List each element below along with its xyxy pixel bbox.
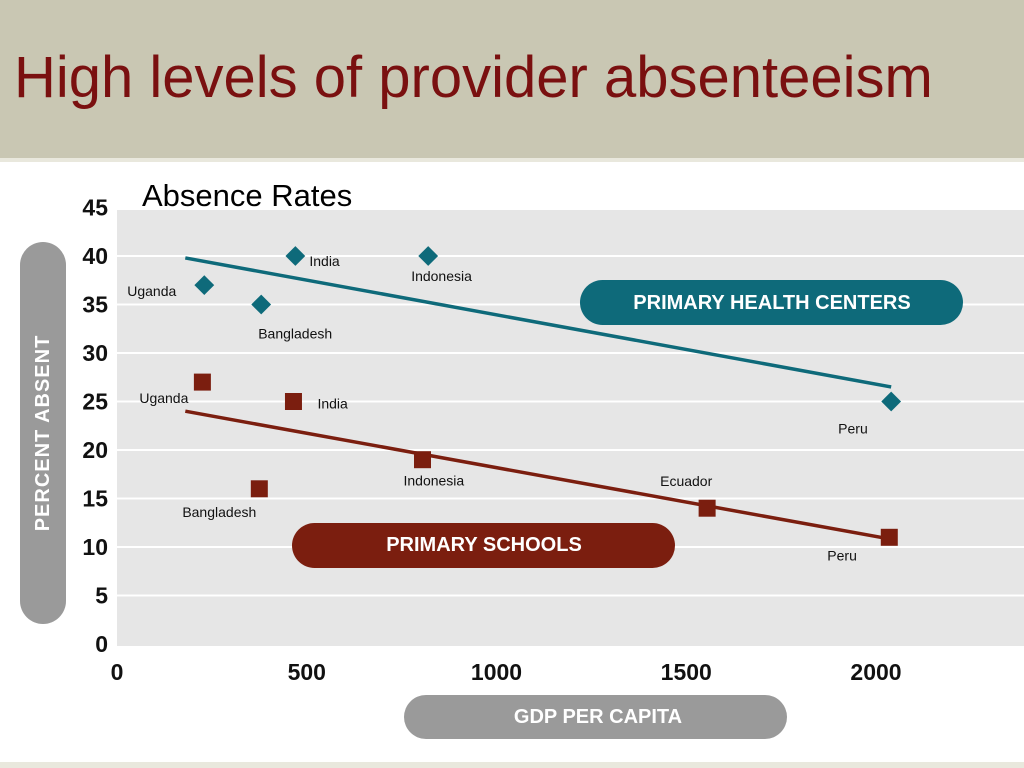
y-tick-label: 15	[82, 486, 108, 512]
y-tick-label: 40	[82, 243, 108, 269]
trend-line	[184, 256, 892, 389]
x-axis-label: GDP PER CAPITA	[514, 706, 682, 728]
schools-legend-label: PRIMARY SCHOOLS	[386, 534, 582, 556]
health-center-point	[285, 246, 306, 266]
footer-divider	[0, 762, 1024, 768]
trend-lines	[184, 256, 892, 541]
y-tick-label: 0	[95, 631, 108, 657]
data-points	[193, 246, 902, 546]
school-point	[193, 373, 211, 391]
x-tick-label: 2000	[850, 659, 901, 685]
plot-area	[117, 210, 1024, 646]
point-label: Indonesia	[411, 268, 472, 284]
school-point	[250, 480, 268, 498]
y-tick-label: 10	[82, 534, 108, 560]
schools-legend-pill	[292, 523, 675, 568]
x-tick-label: 0	[111, 659, 124, 685]
point-label: Peru	[838, 421, 868, 437]
chart-title: Absence Rates	[142, 178, 352, 213]
x-axis-label-pill	[404, 695, 787, 739]
y-axis-label: PERCENT ABSENT	[32, 335, 54, 532]
point-label: Uganda	[127, 283, 176, 299]
x-tick-label: 1000	[471, 659, 522, 685]
point-label: Peru	[827, 547, 857, 563]
point-label: Uganda	[139, 390, 188, 406]
health-center-point	[881, 391, 902, 412]
school-point	[413, 451, 431, 469]
school-point	[880, 528, 898, 546]
trend-line	[184, 409, 892, 541]
school-point	[698, 499, 716, 517]
point-labels: Uganda Bangladesh India Indonesia Peru Uganda…	[127, 253, 868, 563]
y-axis-label-pill	[20, 242, 66, 624]
school-point	[284, 393, 302, 410]
y-tick-labels: 0 5 10 15 20 25 30 35 40 45	[82, 195, 108, 658]
point-label: Bangladesh	[182, 504, 256, 520]
y-tick-label: 5	[95, 583, 108, 609]
x-tick-labels: 0 500 1000 1500 2000	[111, 659, 902, 685]
point-label: Indonesia	[403, 473, 464, 489]
x-tick-label: 500	[288, 659, 326, 685]
page-title: High levels of provider absenteeism	[14, 45, 933, 110]
y-tick-label: 20	[82, 437, 108, 463]
y-tick-label: 25	[82, 389, 108, 415]
point-label: Ecuador	[660, 473, 712, 489]
y-tick-label: 35	[82, 292, 108, 318]
point-label: India	[309, 253, 340, 269]
health-center-point	[418, 246, 439, 266]
health-center-point	[194, 275, 215, 295]
health-centers-legend-label: PRIMARY HEALTH CENTERS	[633, 292, 910, 314]
health-centers-legend-pill	[580, 280, 963, 325]
point-label: India	[317, 396, 348, 412]
header-band	[0, 0, 1024, 160]
point-label: Bangladesh	[258, 326, 332, 342]
health-center-point	[251, 294, 272, 315]
y-tick-label: 45	[82, 195, 108, 221]
header-divider	[0, 158, 1024, 162]
y-tick-label: 30	[82, 340, 108, 366]
x-tick-label: 1500	[661, 659, 712, 685]
